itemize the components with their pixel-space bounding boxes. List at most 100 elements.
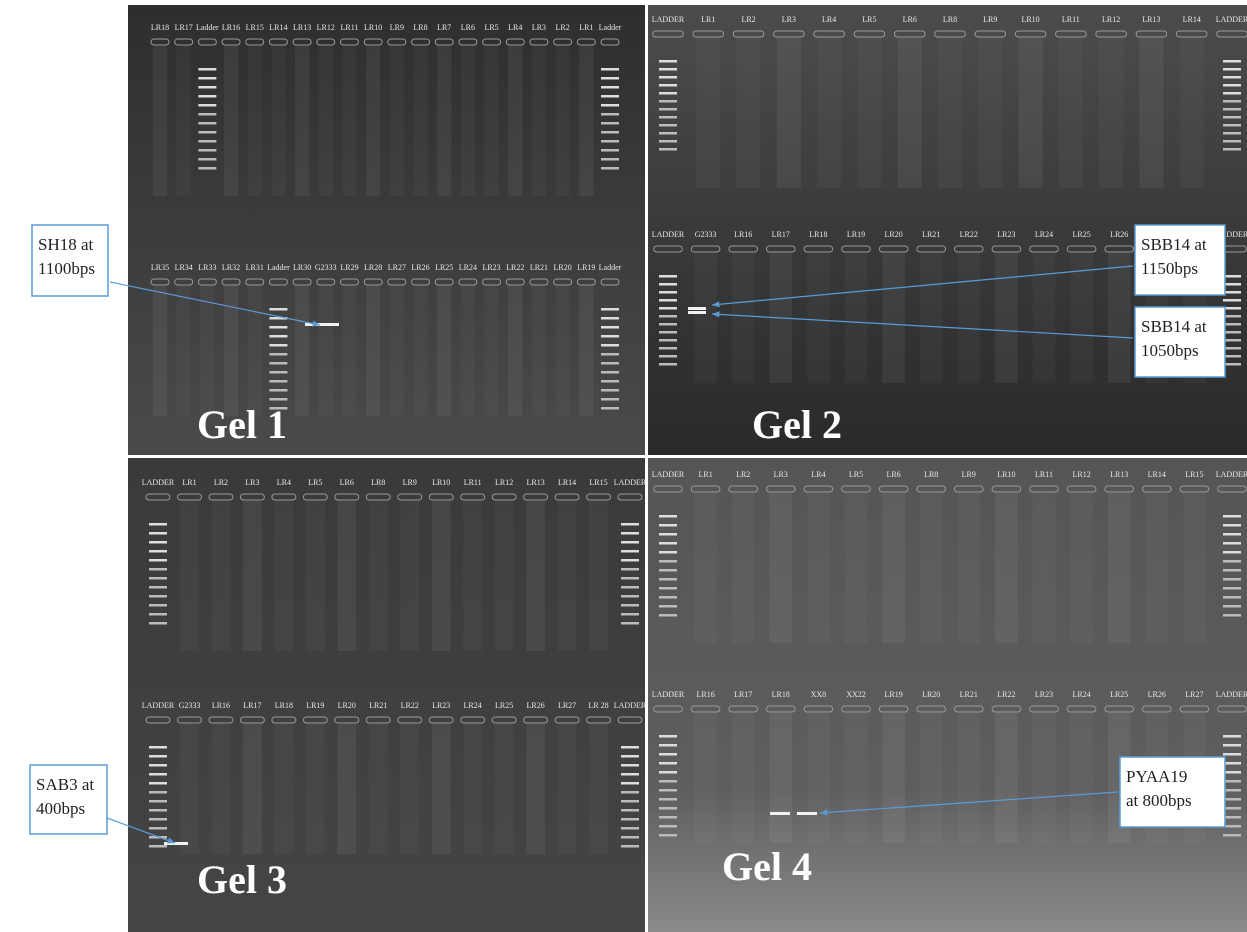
lane-smear [958, 713, 981, 843]
lane-label: LR31 [246, 263, 264, 272]
lane-smear [897, 38, 922, 188]
ladder-band [659, 92, 677, 95]
lane-label: LR1 [182, 478, 196, 487]
lane-smear [1107, 253, 1131, 383]
lane-smear [532, 286, 546, 416]
well [197, 38, 217, 46]
ladder-band [149, 764, 167, 767]
ladder-band [659, 762, 677, 765]
lane-label: LR22 [997, 690, 1015, 699]
well [1029, 485, 1059, 493]
lane-smear [558, 501, 577, 651]
ladder-band [1223, 825, 1241, 828]
lane-label: LR14 [1183, 15, 1201, 24]
well [690, 705, 721, 713]
well [728, 245, 758, 253]
well [363, 38, 383, 46]
lane-label: LR17 [734, 690, 752, 699]
ladder-band [659, 816, 677, 819]
callout-arrow [106, 817, 176, 844]
lane-label: LR18 [275, 701, 293, 710]
lane-label: LR20 [884, 230, 902, 239]
lane-smear [1070, 493, 1093, 643]
lane-label: LR3 [532, 23, 546, 32]
ladder-band [1223, 807, 1241, 810]
lane-label: LADDER [1216, 470, 1247, 479]
ladder-band [1223, 323, 1241, 326]
lane-smear [995, 713, 1018, 843]
well [458, 278, 478, 286]
ladder-band [1223, 533, 1241, 536]
lane-label: LR32 [222, 263, 240, 272]
lane-label: LR27 [388, 263, 406, 272]
lane-smear [495, 501, 514, 651]
lane-label: LR17 [175, 23, 193, 32]
lane-label: LR23 [997, 230, 1015, 239]
lane-smear [1070, 253, 1093, 383]
lane-label: LR25 [435, 263, 453, 272]
well [177, 493, 202, 501]
lane-label: LR10 [432, 478, 450, 487]
lane-label: LR12 [495, 478, 513, 487]
ladder-band [659, 355, 677, 358]
ladder-band [198, 158, 217, 161]
ladder-band [601, 380, 619, 383]
well [339, 38, 359, 46]
callout-text: SH18 at [38, 235, 94, 254]
lane-smear [390, 286, 404, 416]
callout-arrow [711, 313, 1134, 339]
lane-label: LR14 [1148, 470, 1166, 479]
ladder-band [1223, 798, 1241, 801]
ladder-band [198, 149, 217, 152]
lane-label: LR3 [774, 470, 788, 479]
ladder-band [659, 542, 677, 545]
lane-smear [882, 253, 905, 383]
ladder-band [1223, 771, 1241, 774]
lane-smear [1059, 38, 1083, 188]
lane-smear [484, 46, 498, 196]
ladder-band [601, 335, 619, 338]
well [690, 245, 721, 253]
well [268, 278, 288, 286]
callout-arrow [819, 791, 1119, 814]
lane-smear [1033, 253, 1056, 383]
ladder-band [601, 389, 619, 392]
well [576, 38, 596, 46]
ladder-band [659, 560, 677, 563]
ladder-band [659, 60, 677, 63]
well [586, 716, 611, 724]
ladder-band [1223, 605, 1241, 608]
lane-label: LR24 [1035, 230, 1053, 239]
ladder-band [659, 315, 677, 318]
ladder-band [269, 335, 288, 338]
lane-smear [1139, 38, 1164, 188]
well [600, 38, 620, 46]
lane-smear [306, 501, 325, 651]
ladder-band [198, 104, 217, 107]
lane-smear [776, 38, 801, 188]
ladder-band [1223, 363, 1241, 366]
ladder-band [621, 595, 639, 598]
lane-label: LR5 [849, 470, 863, 479]
ladder-band [621, 604, 639, 607]
dna-band [688, 311, 706, 314]
ladder-band [1223, 744, 1241, 747]
lane-smear [369, 724, 388, 854]
well [387, 38, 407, 46]
well [363, 278, 383, 286]
lane-label: LR6 [886, 470, 900, 479]
arrow-head [820, 809, 828, 816]
lane-label: LR17 [772, 230, 790, 239]
well [339, 278, 359, 286]
ladder-band [621, 622, 639, 625]
well [773, 30, 805, 38]
lane-label: LR19 [577, 263, 595, 272]
well [803, 705, 834, 713]
well [934, 30, 966, 38]
lane-label: LR16 [734, 230, 752, 239]
lane-label: LR22 [506, 263, 524, 272]
ladder-band [1223, 816, 1241, 819]
well [458, 38, 478, 46]
callout-text: 1150bps [1141, 259, 1198, 278]
well [954, 485, 984, 493]
